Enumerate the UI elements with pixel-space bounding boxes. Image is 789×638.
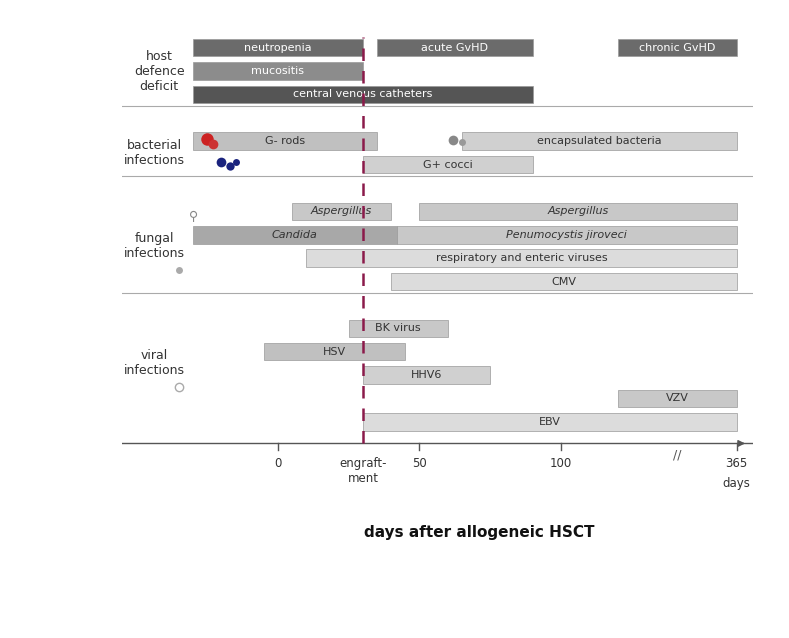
Text: VZV: VZV xyxy=(666,394,689,403)
Bar xyxy=(193,226,397,244)
Bar xyxy=(391,273,736,290)
Text: acute GvHD: acute GvHD xyxy=(421,43,488,53)
Text: central venous catheters: central venous catheters xyxy=(294,89,432,100)
Text: mucositis: mucositis xyxy=(252,66,305,76)
Text: Penumocystis jiroveci: Penumocystis jiroveci xyxy=(507,230,627,240)
Text: Aspergillus: Aspergillus xyxy=(548,206,608,216)
Bar xyxy=(264,343,406,360)
Text: host
defence
deficit: host defence deficit xyxy=(134,50,185,93)
Bar xyxy=(397,226,736,244)
Text: 100: 100 xyxy=(550,457,572,470)
Text: G+ cocci: G+ cocci xyxy=(423,160,473,170)
Bar xyxy=(618,39,736,56)
Text: BK virus: BK virus xyxy=(376,323,421,333)
Text: //: // xyxy=(673,448,682,461)
Bar xyxy=(420,203,736,220)
Bar xyxy=(306,249,736,267)
Bar xyxy=(193,39,363,56)
Text: engraft-
ment: engraft- ment xyxy=(339,457,387,486)
Bar xyxy=(193,63,363,80)
Text: 50: 50 xyxy=(412,457,427,470)
Text: EBV: EBV xyxy=(539,417,561,427)
Bar xyxy=(363,156,533,174)
Text: days after allogeneic HSCT: days after allogeneic HSCT xyxy=(364,525,594,540)
Bar xyxy=(363,366,490,384)
Text: HSV: HSV xyxy=(323,346,346,357)
Text: Aspergillus: Aspergillus xyxy=(311,206,372,216)
Text: CMV: CMV xyxy=(552,276,576,286)
Text: G- rods: G- rods xyxy=(265,137,305,146)
Text: HHV6: HHV6 xyxy=(411,370,443,380)
Bar xyxy=(363,413,736,431)
Text: Candida: Candida xyxy=(272,230,318,240)
Text: days: days xyxy=(723,477,750,491)
Bar xyxy=(193,133,377,150)
Text: 365: 365 xyxy=(725,457,748,470)
Bar xyxy=(618,390,736,407)
Text: chronic GvHD: chronic GvHD xyxy=(639,43,716,53)
Bar xyxy=(349,320,448,337)
Text: neutropenia: neutropenia xyxy=(244,43,312,53)
Bar xyxy=(462,133,736,150)
Bar xyxy=(292,203,391,220)
Text: fungal
infections: fungal infections xyxy=(124,232,185,260)
Bar xyxy=(193,85,533,103)
Text: bacterial
infections: bacterial infections xyxy=(124,139,185,167)
Text: respiratory and enteric viruses: respiratory and enteric viruses xyxy=(436,253,608,263)
Text: viral
infections: viral infections xyxy=(124,350,185,377)
Text: ⚲: ⚲ xyxy=(189,209,198,223)
Bar xyxy=(377,39,533,56)
Text: 0: 0 xyxy=(275,457,282,470)
Text: encapsulated bacteria: encapsulated bacteria xyxy=(537,137,661,146)
